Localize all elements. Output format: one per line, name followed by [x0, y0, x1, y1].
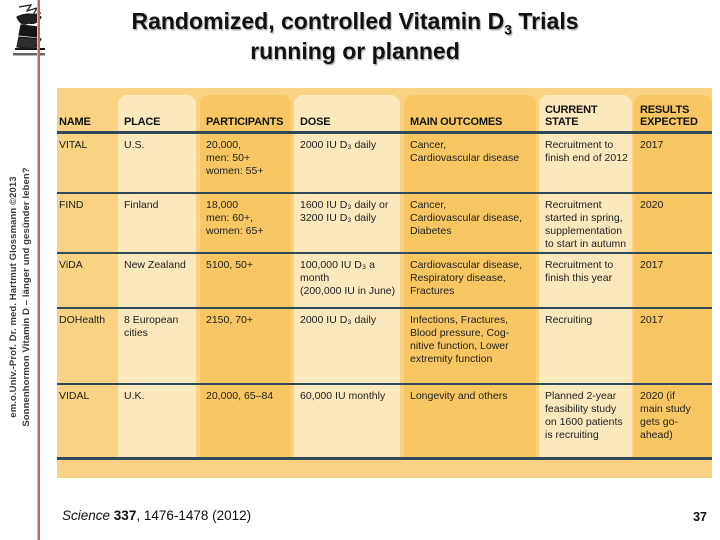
sidebar-credit-line1: em.o.Univ.-Prof. Dr. med. Hartmut Glossm… — [8, 176, 19, 418]
cell-place: 8 European cities — [124, 314, 179, 339]
sidebar-credit-line2: Sonnenhormon Vitamin D – länger und gesü… — [20, 167, 32, 427]
row-rule — [57, 192, 712, 194]
cell-place: Finland — [124, 199, 159, 211]
cell-dose: 1600 IU D₃ daily or 3200 IU D₃ daily — [300, 199, 389, 224]
cell-state: Recruitment to finish this year — [545, 259, 614, 284]
title-text: Randomized, controlled Vitamin D — [131, 8, 505, 34]
cell-name: FIND — [59, 199, 84, 211]
citation-journal: Science — [62, 508, 111, 523]
cell-outcomes: Cancer, Cardiovascular disease, Diabetes — [410, 199, 523, 237]
slide-title-line2: running or planned — [250, 38, 460, 64]
cell-results: 2017 — [640, 314, 664, 326]
cell-state: Recruitment started in spring, supplemen… — [545, 199, 627, 250]
cell-place: U.K. — [124, 390, 145, 402]
cell-outcomes: Cancer, Cardiovascular disease — [410, 139, 520, 164]
cell-place: U.S. — [124, 139, 145, 151]
header-place: PLACE — [124, 116, 161, 128]
cell-participants: 5100, 50+ — [206, 259, 254, 271]
slide-title-line1: Randomized, controlled Vitamin D3 Trials — [5, 6, 705, 38]
table-row: VIDAL U.K. 20,000, 65–84 60,000 IU month… — [57, 386, 712, 457]
header-results: RESULTS EXPECTED — [640, 104, 698, 128]
title-text-tail: Trials — [512, 8, 579, 34]
column-stripe-state — [539, 95, 632, 457]
header-participants: PARTICIPANTS — [206, 116, 284, 128]
cell-dose: 2000 IU D₃ daily — [300, 139, 377, 151]
trials-table: NAME PLACE PARTICIPANTS DOSE MAIN OUTCOM… — [57, 88, 712, 478]
citation-rest: , 1476-1478 (2012) — [136, 508, 252, 523]
publisher-logo-icon — [10, 3, 48, 61]
sidebar-divider — [37, 0, 40, 540]
table-header-row: NAME PLACE PARTICIPANTS DOSE MAIN OUTCOM… — [57, 95, 712, 131]
header-outcomes: MAIN OUTCOMES — [410, 116, 503, 128]
header-state: CURRENT STATE — [545, 104, 598, 128]
cell-results: 2020 — [640, 199, 664, 211]
cell-results: 2017 — [640, 259, 664, 271]
cell-dose: 100,000 IU D₃ a month (200,000 IU in Jun… — [300, 259, 396, 297]
title-subscript: 3 — [504, 21, 513, 38]
cell-name: ViDA — [59, 259, 83, 271]
column-stripe-place — [118, 95, 196, 457]
cell-state: Recruitment to finish end of 2012 — [545, 139, 628, 164]
cell-place: New Zealand — [124, 259, 186, 271]
cell-participants: 18,000 men: 60+, women: 65+ — [206, 199, 264, 237]
cell-outcomes: Infections, Fractures, Blood pressure, C… — [410, 314, 510, 365]
cell-results: 2017 — [640, 139, 664, 151]
cell-outcomes: Longevity and others — [410, 390, 508, 402]
cell-name: DOHealth — [59, 314, 106, 326]
cell-state: Recruiting — [545, 314, 593, 326]
row-rule — [57, 307, 712, 309]
bottom-rule — [57, 457, 712, 460]
cell-state: Planned 2-year feasibility study on 1600… — [545, 390, 623, 441]
engraving-icon — [13, 4, 45, 56]
cell-dose: 60,000 IU monthly — [300, 390, 386, 402]
column-stripe-results — [634, 95, 712, 457]
slide-title: Randomized, controlled Vitamin D3 Trials… — [5, 6, 705, 66]
column-stripe-participants — [200, 95, 291, 457]
cell-dose: 2000 IU D₃ daily — [300, 314, 377, 326]
cell-name: VIDAL — [59, 390, 90, 402]
column-stripe-outcomes — [404, 95, 536, 457]
table-row: VITAL U.S. 20,000, men: 50+ women: 55+ 2… — [57, 135, 712, 192]
header-rule — [57, 131, 712, 134]
cell-participants: 2150, 70+ — [206, 314, 254, 326]
table-row: DOHealth 8 European cities 2150, 70+ 200… — [57, 310, 712, 383]
row-rule — [57, 383, 712, 385]
cell-participants: 20,000, 65–84 — [206, 390, 274, 402]
row-rule — [57, 252, 712, 254]
cell-participants: 20,000, men: 50+ women: 55+ — [206, 139, 264, 177]
header-name: NAME — [59, 116, 91, 128]
page-number: 37 — [693, 510, 707, 524]
cell-results: 2020 (if main study gets go- ahead) — [640, 390, 691, 441]
citation: Science 337, 1476-1478 (2012) — [62, 508, 251, 523]
column-stripe-dose — [294, 95, 400, 457]
header-dose: DOSE — [300, 116, 331, 128]
cell-outcomes: Cardiovascular disease, Respiratory dise… — [410, 259, 523, 297]
cell-name: VITAL — [59, 139, 88, 151]
sidebar-credit: em.o.Univ.-Prof. Dr. med. Hartmut Glossm… — [8, 77, 34, 517]
table-row: FIND Finland 18,000 men: 60+, women: 65+… — [57, 195, 712, 252]
table-row: ViDA New Zealand 5100, 50+ 100,000 IU D₃… — [57, 255, 712, 307]
citation-volume: 337 — [113, 508, 137, 523]
